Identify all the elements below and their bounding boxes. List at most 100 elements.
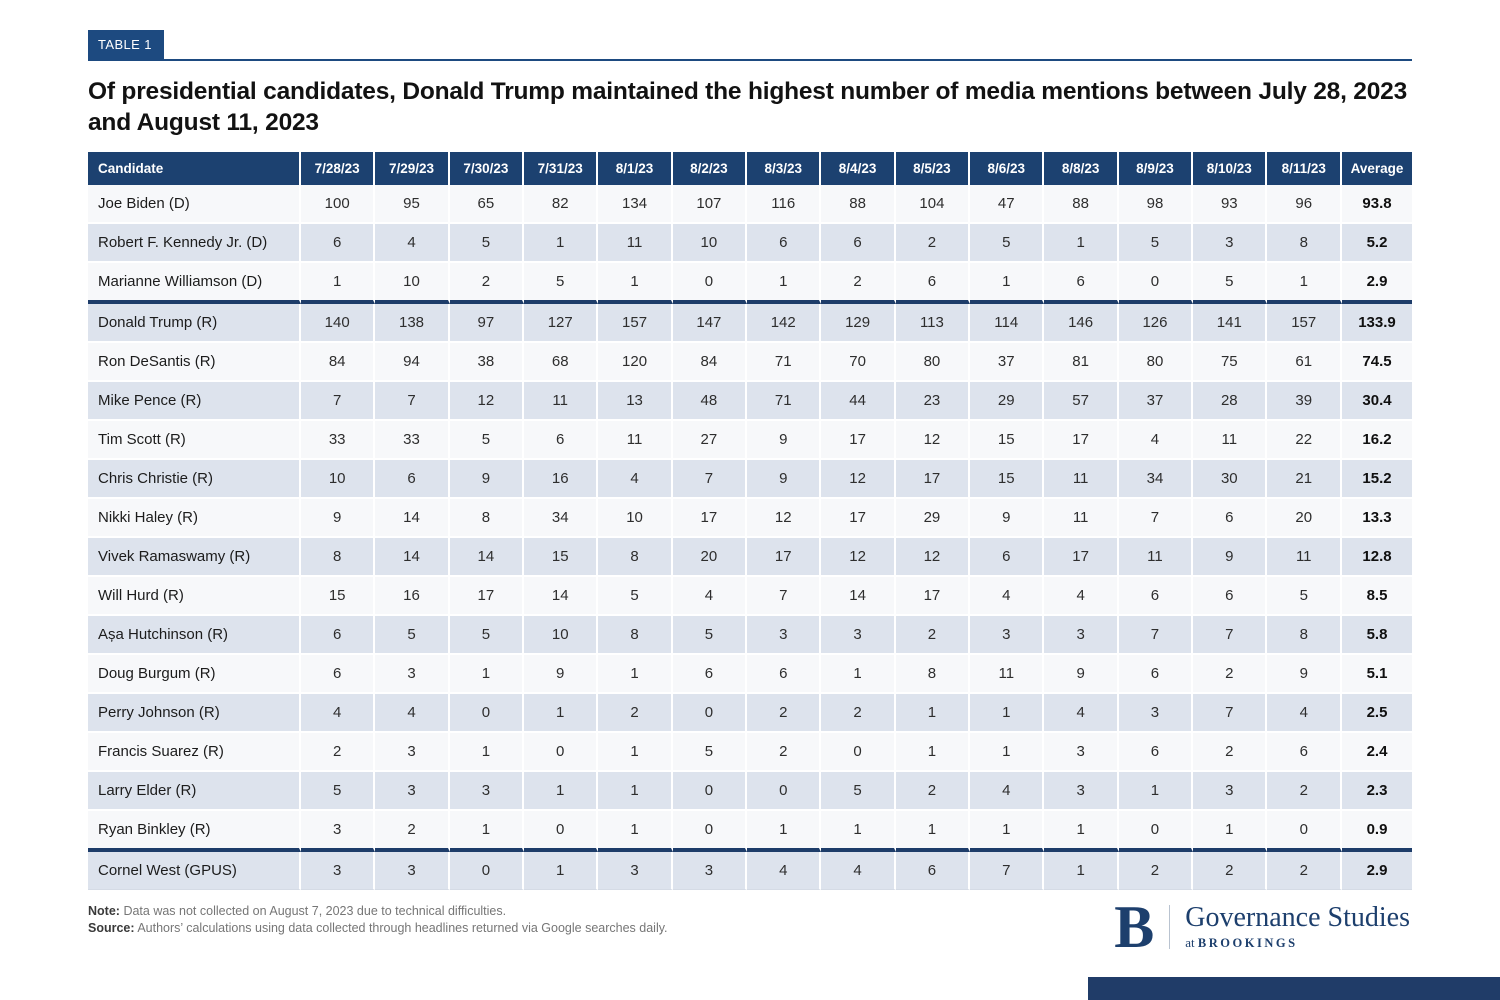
mention-count-cell: 1 — [301, 262, 376, 304]
mention-count-cell: 12 — [895, 537, 971, 577]
mention-count-cell: 4 — [747, 851, 822, 890]
col-header-average: Average — [1342, 151, 1412, 185]
mention-count-cell: 12 — [449, 381, 525, 421]
mention-count-cell: 3 — [1044, 771, 1119, 811]
table-row: Larry Elder (R) 5 3 3 1 1 0 0 5 2 4 3 1 3 2 2.3 — [88, 771, 1412, 811]
mention-count-cell: 1 — [747, 810, 822, 852]
table-row: Ryan Binkley (R) 3 2 1 0 1 0 1 1 1 1 1 0 1 0 0.9 — [88, 810, 1412, 852]
mention-count-cell: 15 — [970, 420, 1045, 460]
candidate-name: Marianne Williamson (D) — [88, 262, 301, 304]
average-cell: 2.9 — [1342, 262, 1412, 304]
mention-count-cell: 6 — [1118, 654, 1194, 694]
average-cell: 16.2 — [1342, 420, 1412, 460]
mention-count-cell: 7 — [970, 851, 1045, 890]
candidate-name: Larry Elder (R) — [88, 771, 301, 811]
mention-count-cell: 5 — [375, 615, 450, 655]
col-header-date: 7/31/23 — [524, 151, 599, 185]
table-label-row: TABLE 1 — [88, 30, 1412, 61]
mention-count-cell: 9 — [1193, 537, 1268, 577]
mention-count-cell: 1 — [524, 771, 599, 811]
mention-count-cell: 14 — [524, 576, 599, 616]
mention-count-cell: 17 — [449, 576, 525, 616]
mention-count-cell: 1 — [747, 262, 822, 304]
mention-count-cell: 17 — [1044, 420, 1119, 460]
table-note: Note: Data was not collected on August 7… — [88, 904, 668, 918]
mention-count-cell: 3 — [301, 810, 376, 852]
col-header-date: 8/1/23 — [598, 151, 673, 185]
mention-count-cell: 116 — [747, 184, 822, 224]
mention-count-cell: 5 — [672, 732, 748, 772]
mention-count-cell: 2 — [449, 262, 525, 304]
mention-count-cell: 15 — [524, 537, 599, 577]
mention-count-cell: 0 — [821, 732, 896, 772]
mention-count-cell: 13 — [598, 381, 673, 421]
candidate-name: Francis Suarez (R) — [88, 732, 301, 772]
mention-count-cell: 93 — [1193, 184, 1268, 224]
mention-count-cell: 4 — [1118, 420, 1194, 460]
candidate-name: Will Hurd (R) — [88, 576, 301, 616]
mention-count-cell: 17 — [1044, 537, 1119, 577]
mention-count-cell: 6 — [1193, 498, 1268, 538]
average-cell: 5.2 — [1342, 223, 1412, 263]
average-cell: 5.8 — [1342, 615, 1412, 655]
table-label-badge: TABLE 1 — [88, 30, 164, 59]
average-cell: 93.8 — [1342, 184, 1412, 224]
mention-count-cell: 12 — [747, 498, 822, 538]
mention-count-cell: 4 — [375, 693, 450, 733]
mention-count-cell: 4 — [598, 459, 673, 499]
mention-count-cell: 30 — [1193, 459, 1268, 499]
table-row: Vivek Ramaswamy (R) 8 14 14 15 8 20 17 12 12 6 17 11… — [88, 537, 1412, 577]
mention-count-cell: 134 — [598, 184, 673, 224]
table-header: Candidate 7/28/23 7/29/23 7/30/23 7/31/23 8/1… — [88, 151, 1412, 185]
mention-count-cell: 1 — [449, 732, 525, 772]
mention-count-cell: 9 — [449, 459, 525, 499]
mention-count-cell: 2 — [895, 223, 971, 263]
col-header-date: 8/8/23 — [1044, 151, 1119, 185]
mention-count-cell: 17 — [821, 420, 896, 460]
mention-count-cell: 10 — [375, 262, 450, 304]
mention-count-cell: 5 — [598, 576, 673, 616]
mention-count-cell: 6 — [672, 654, 748, 694]
mention-count-cell: 23 — [895, 381, 971, 421]
mention-count-cell: 37 — [1118, 381, 1194, 421]
mention-count-cell: 127 — [524, 303, 599, 343]
mention-count-cell: 7 — [747, 576, 822, 616]
mention-count-cell: 14 — [821, 576, 896, 616]
mention-count-cell: 1 — [895, 732, 971, 772]
candidate-name: Vivek Ramaswamy (R) — [88, 537, 301, 577]
mention-count-cell: 11 — [970, 654, 1045, 694]
mention-count-cell: 1 — [1044, 223, 1119, 263]
mention-count-cell: 37 — [970, 342, 1045, 382]
mention-count-cell: 3 — [449, 771, 525, 811]
mention-count-cell: 70 — [821, 342, 896, 382]
average-cell: 13.3 — [1342, 498, 1412, 538]
mention-count-cell: 4 — [1044, 693, 1119, 733]
mention-count-cell: 3 — [1044, 732, 1119, 772]
mention-count-cell: 7 — [1118, 498, 1194, 538]
mention-count-cell: 6 — [375, 459, 450, 499]
mention-count-cell: 1 — [970, 693, 1045, 733]
mention-count-cell: 20 — [672, 537, 748, 577]
mention-count-cell: 113 — [895, 303, 971, 343]
mention-count-cell: 2 — [895, 771, 971, 811]
mention-count-cell: 6 — [1044, 262, 1119, 304]
mention-count-cell: 11 — [1193, 420, 1268, 460]
candidate-name: Perry Johnson (R) — [88, 693, 301, 733]
table-row: Robert F. Kennedy Jr. (D) 6 4 5 1 11 10 6 6 2 5 1 5 3… — [88, 223, 1412, 263]
mention-count-cell: 5 — [821, 771, 896, 811]
mention-count-cell: 1 — [598, 654, 673, 694]
mention-count-cell: 17 — [672, 498, 748, 538]
mention-count-cell: 1 — [1044, 851, 1119, 890]
mention-count-cell: 5 — [524, 262, 599, 304]
mention-count-cell: 11 — [1118, 537, 1194, 577]
mention-count-cell: 9 — [747, 420, 822, 460]
mention-count-cell: 65 — [449, 184, 525, 224]
mention-count-cell: 44 — [821, 381, 896, 421]
mention-count-cell: 28 — [1193, 381, 1268, 421]
figure-content: TABLE 1 Of presidential candidates, Dona… — [88, 30, 1412, 957]
mention-count-cell: 0 — [449, 693, 525, 733]
mention-count-cell: 3 — [1193, 223, 1268, 263]
mention-count-cell: 157 — [1267, 303, 1342, 343]
mention-count-cell: 114 — [970, 303, 1045, 343]
